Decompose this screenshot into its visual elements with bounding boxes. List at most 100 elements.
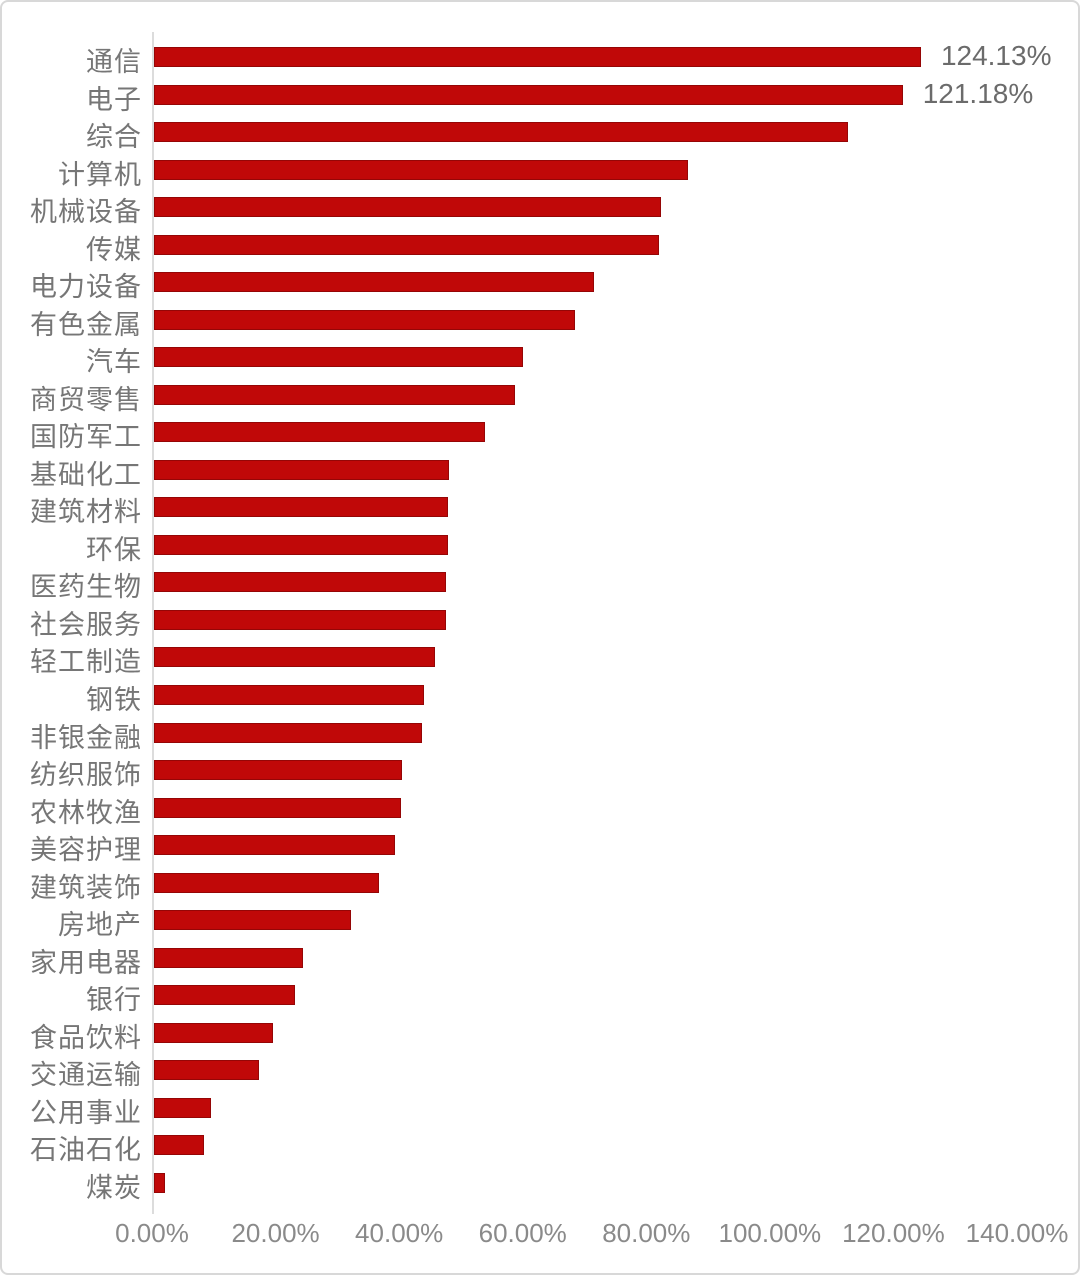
chart-row: 公用事业 xyxy=(2,1089,1078,1128)
category-label: 煤炭 xyxy=(86,1172,142,1203)
category-label: 环保 xyxy=(86,534,142,565)
bar xyxy=(154,422,486,443)
category-label: 美容护理 xyxy=(30,835,142,866)
category-label: 建筑装饰 xyxy=(30,872,142,903)
bar xyxy=(154,459,449,480)
category-label: 非银金融 xyxy=(30,722,142,753)
bar xyxy=(154,1172,166,1193)
category-label: 通信 xyxy=(86,46,142,77)
bar xyxy=(154,309,575,330)
y-axis-line xyxy=(152,32,154,1214)
chart-row: 社会服务 xyxy=(2,601,1078,640)
category-label: 纺织服饰 xyxy=(30,760,142,791)
chart-row: 钢铁 xyxy=(2,676,1078,715)
category-label: 石油石化 xyxy=(30,1135,142,1166)
category-label: 汽车 xyxy=(86,347,142,378)
bar xyxy=(154,647,436,668)
category-label: 商贸零售 xyxy=(30,384,142,415)
category-label: 电力设备 xyxy=(30,272,142,303)
category-label: 机械设备 xyxy=(30,197,142,228)
bar-value-label: 121.18% xyxy=(922,77,1034,109)
category-label: 传媒 xyxy=(86,234,142,265)
chart-row: 交通运输 xyxy=(2,1052,1078,1090)
category-label: 银行 xyxy=(86,985,142,1016)
bar xyxy=(154,384,515,405)
category-label: 房地产 xyxy=(58,910,142,941)
bar xyxy=(154,46,921,67)
category-label: 交通运输 xyxy=(30,1060,142,1091)
category-label: 社会服务 xyxy=(30,609,142,640)
x-axis-tick-label: 40.00% xyxy=(355,1218,444,1248)
category-label: 计算机 xyxy=(58,159,142,190)
chart-row: 美容护理 xyxy=(2,826,1078,866)
category-label: 农林牧渔 xyxy=(30,797,142,828)
chart-row: 国防军工 xyxy=(2,414,1078,452)
chart-row: 汽车 xyxy=(2,338,1078,378)
bar xyxy=(154,84,903,105)
chart-row: 建筑材料 xyxy=(2,489,1078,527)
category-label: 医药生物 xyxy=(30,572,142,603)
category-label: 电子 xyxy=(86,84,142,115)
bar xyxy=(154,1060,260,1081)
x-axis-tick-label: 80.00% xyxy=(602,1218,691,1248)
bar xyxy=(154,1097,211,1118)
x-axis-tick-label: 60.00% xyxy=(478,1218,567,1248)
bar xyxy=(154,760,402,781)
bar xyxy=(154,347,523,368)
bar-value-label: 124.13% xyxy=(940,39,1052,71)
chart-row: 传媒 xyxy=(2,226,1078,265)
chart-row: 农林牧渔 xyxy=(2,789,1078,828)
bar xyxy=(154,534,449,555)
bar xyxy=(154,234,659,255)
bar xyxy=(154,197,661,218)
chart-row: 房地产 xyxy=(2,901,1078,941)
bar xyxy=(154,609,446,630)
chart-row: 综合 xyxy=(2,113,1078,153)
chart-row: 机械设备 xyxy=(2,188,1078,228)
bar xyxy=(154,985,295,1006)
category-label: 公用事业 xyxy=(30,1097,142,1128)
chart-row: 通信 124.13% xyxy=(2,38,1078,77)
chart-row: 煤炭 xyxy=(2,1164,1078,1203)
chart-row: 食品饮料 xyxy=(2,1014,1078,1053)
chart-row: 建筑装饰 xyxy=(2,864,1078,903)
x-axis-tick-label: 20.00% xyxy=(231,1218,320,1248)
chart-row: 商贸零售 xyxy=(2,376,1078,415)
bar xyxy=(154,1022,274,1043)
category-label: 有色金属 xyxy=(30,309,142,340)
bar xyxy=(154,910,352,931)
chart-row: 电力设备 xyxy=(2,263,1078,303)
bar xyxy=(154,835,395,856)
category-label: 钢铁 xyxy=(86,684,142,715)
chart-row: 家用电器 xyxy=(2,939,1078,978)
bar xyxy=(154,572,446,593)
x-axis-tick-label: 120.00% xyxy=(842,1218,945,1248)
x-axis-tick-label: 140.00% xyxy=(965,1218,1069,1248)
x-axis-tick-label: 0.00% xyxy=(115,1218,189,1248)
bar xyxy=(154,122,848,143)
category-label: 轻工制造 xyxy=(30,647,142,678)
bar xyxy=(154,1135,205,1156)
chart-row: 基础化工 xyxy=(2,451,1078,490)
bar xyxy=(154,684,424,705)
bar xyxy=(154,497,449,518)
bar xyxy=(154,872,379,893)
category-label: 基础化工 xyxy=(30,459,142,490)
chart-row: 计算机 xyxy=(2,151,1078,190)
category-label: 国防军工 xyxy=(30,422,142,453)
chart-row: 银行 xyxy=(2,976,1078,1016)
bar xyxy=(154,947,303,968)
chart-row: 环保 xyxy=(2,526,1078,565)
bar xyxy=(154,159,688,180)
bar xyxy=(154,722,423,743)
category-label: 食品饮料 xyxy=(30,1022,142,1053)
x-axis-tick-label: 100.00% xyxy=(718,1218,822,1248)
chart-row: 石油石化 xyxy=(2,1127,1078,1165)
chart-row: 非银金融 xyxy=(2,714,1078,753)
chart-row: 纺织服饰 xyxy=(2,751,1078,791)
category-label: 家用电器 xyxy=(30,947,142,978)
category-label: 综合 xyxy=(86,122,142,153)
chart-row: 轻工制造 xyxy=(2,639,1078,677)
chart-row: 有色金属 xyxy=(2,301,1078,340)
